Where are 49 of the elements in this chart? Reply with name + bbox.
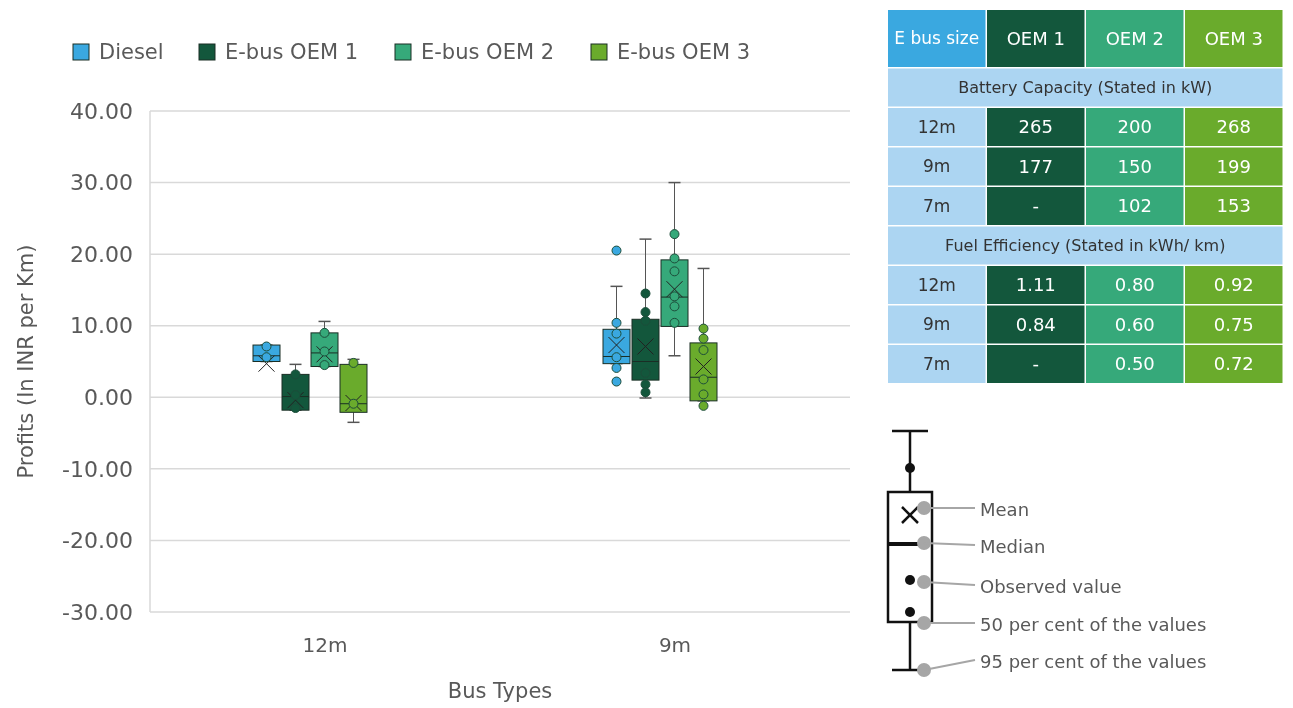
y-tick-label: -20.00 [62,528,133,554]
text: 1.11 [1015,274,1056,296]
y-tick-label: -30.00 [62,599,133,625]
y-tick-label: 20.00 [70,241,133,267]
category-label: 7m [923,195,951,216]
text: 0.80 [1114,274,1155,296]
legend-label: E-bus OEM 2 [421,40,555,65]
text: 95 per cent of the values [980,651,1207,673]
legend-label: E-bus OEM 1 [225,40,359,65]
text: 199 [1216,155,1251,177]
text: Median [980,536,1046,558]
text: 0.60 [1114,313,1155,335]
category-label: Fuel Efficiency (Stated in kWh/ km) [945,236,1226,256]
category-label: E bus size [894,28,980,49]
category-label: 9m [923,314,951,335]
text: 177 [1018,155,1053,177]
y-tick-label: -10.00 [62,456,133,482]
text: 268 [1216,116,1251,138]
text: 265 [1018,116,1053,138]
category-label: 12m [917,116,956,137]
y-tick-label: 10.00 [70,313,133,339]
y-axis-title: Profits (In INR per Km) [14,244,38,479]
text: - [1032,353,1039,375]
category-label: 12m [917,274,956,295]
text: 50 per cent of the values [980,614,1207,636]
category-label: OEM 1 [1006,27,1065,49]
y-tick-label: 0.00 [84,384,133,410]
category-label: OEM 3 [1204,27,1263,49]
text: Mean [980,499,1030,521]
text: Observed value [980,576,1122,598]
category-label: OEM 2 [1105,27,1164,49]
y-tick-label: 40.00 [70,98,133,124]
text: 150 [1117,155,1152,177]
text: 0.84 [1015,313,1056,335]
category-label: 9m [923,156,951,177]
text: 200 [1117,116,1152,138]
legend-label: Diesel [99,40,164,65]
text: 0.50 [1114,353,1155,375]
text: 102 [1117,195,1152,217]
text: 0.75 [1213,313,1254,335]
legend-label: E-bus OEM 3 [617,40,751,65]
category-label: Battery Capacity (Stated in kW) [958,78,1213,98]
y-tick-label: 30.00 [70,170,133,196]
text: 0.72 [1213,353,1254,375]
x-axis-title: Bus Types [447,679,553,703]
text: - [1032,195,1039,217]
category-label: 7m [923,353,951,374]
text: 0.92 [1213,274,1254,296]
text: 153 [1216,195,1251,217]
